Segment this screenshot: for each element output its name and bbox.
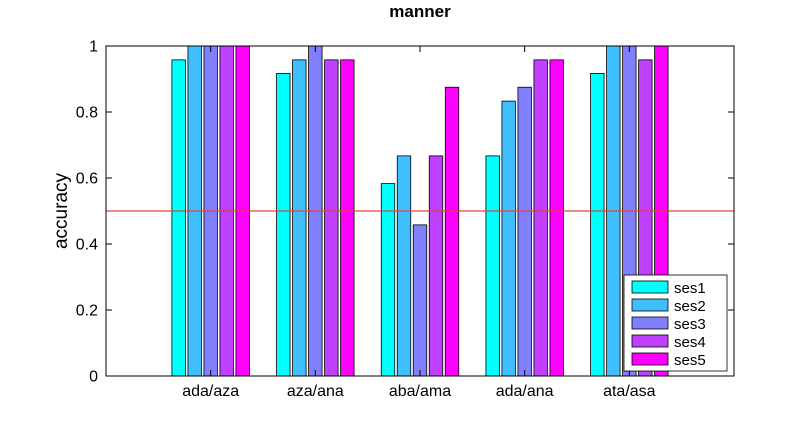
legend-label-ses4: ses4 [674,334,706,351]
legend: ses1ses2ses3ses4ses5 [624,275,727,371]
bar-ses1-3 [381,184,395,376]
x-tick-label: ada/ana [496,383,554,400]
bar-ses5-3 [445,87,459,376]
bar-ses4-2 [325,60,339,376]
bar-ses1-1 [172,60,186,376]
bar-ses2-4 [502,101,516,376]
y-tick-label: 0.6 [76,171,98,188]
legend-swatch-ses5 [632,353,668,365]
bar-ses4-4 [534,60,548,376]
x-tick-label: aba/ama [389,383,451,400]
y-tick-label: 1 [89,39,98,56]
bar-ses1-2 [277,73,291,376]
bar-ses3-3 [413,225,427,376]
legend-label-ses2: ses2 [674,298,706,315]
bar-ses3-4 [518,87,532,376]
x-tick-label: ata/asa [603,383,656,400]
legend-swatch-ses3 [632,317,668,329]
legend-swatch-ses2 [632,299,668,311]
y-tick-label: 0.2 [76,303,98,320]
y-tick-label: 0.8 [76,105,98,122]
chart-title: manner [389,2,451,21]
legend-swatch-ses1 [632,281,668,293]
legend-label-ses5: ses5 [674,352,706,369]
y-axis-label: accuracy [51,172,72,249]
bar-ses5-2 [341,60,355,376]
y-tick-label: 0.4 [76,237,98,254]
x-tick-label: ada/aza [182,383,239,400]
bar-ses5-4 [550,60,564,376]
legend-swatch-ses4 [632,335,668,347]
bar-ses1-5 [591,73,605,376]
bar-ses2-2 [293,60,307,376]
legend-label-ses3: ses3 [674,316,706,333]
legend-label-ses1: ses1 [674,280,706,297]
bar-ses1-4 [486,156,500,376]
bar-ses2-3 [397,156,411,376]
y-tick-label: 0 [89,369,98,386]
bar-ses4-3 [429,156,443,376]
x-tick-label: aza/ana [287,383,344,400]
